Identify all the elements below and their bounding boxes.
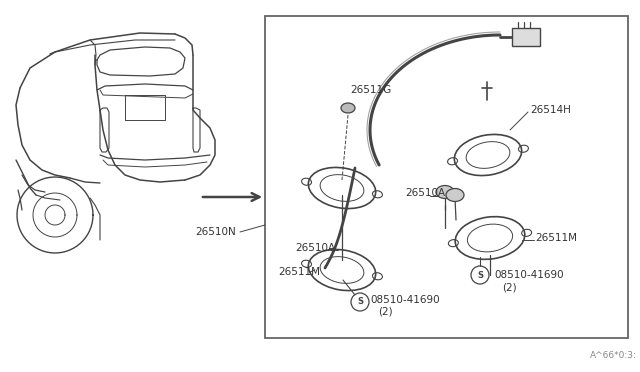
- Ellipse shape: [436, 186, 454, 199]
- Bar: [512, 28, 540, 46]
- Ellipse shape: [446, 189, 464, 202]
- Text: (2): (2): [502, 282, 516, 292]
- Text: 26510A: 26510A: [405, 188, 445, 198]
- Text: 08510-41690: 08510-41690: [494, 270, 564, 280]
- Text: 26511G: 26511G: [350, 85, 391, 95]
- Text: (2): (2): [378, 307, 392, 317]
- Text: 08510-41690: 08510-41690: [370, 295, 440, 305]
- Text: S: S: [357, 298, 363, 307]
- Text: 26510A: 26510A: [295, 243, 335, 253]
- Text: 26510N: 26510N: [195, 227, 236, 237]
- Ellipse shape: [341, 103, 355, 113]
- Text: 26511M: 26511M: [535, 233, 577, 243]
- Text: A^66*0:3:: A^66*0:3:: [590, 352, 637, 360]
- Text: 26511M: 26511M: [278, 267, 320, 277]
- Bar: [265, 16, 628, 338]
- Text: 26514H: 26514H: [530, 105, 571, 115]
- Text: S: S: [477, 270, 483, 279]
